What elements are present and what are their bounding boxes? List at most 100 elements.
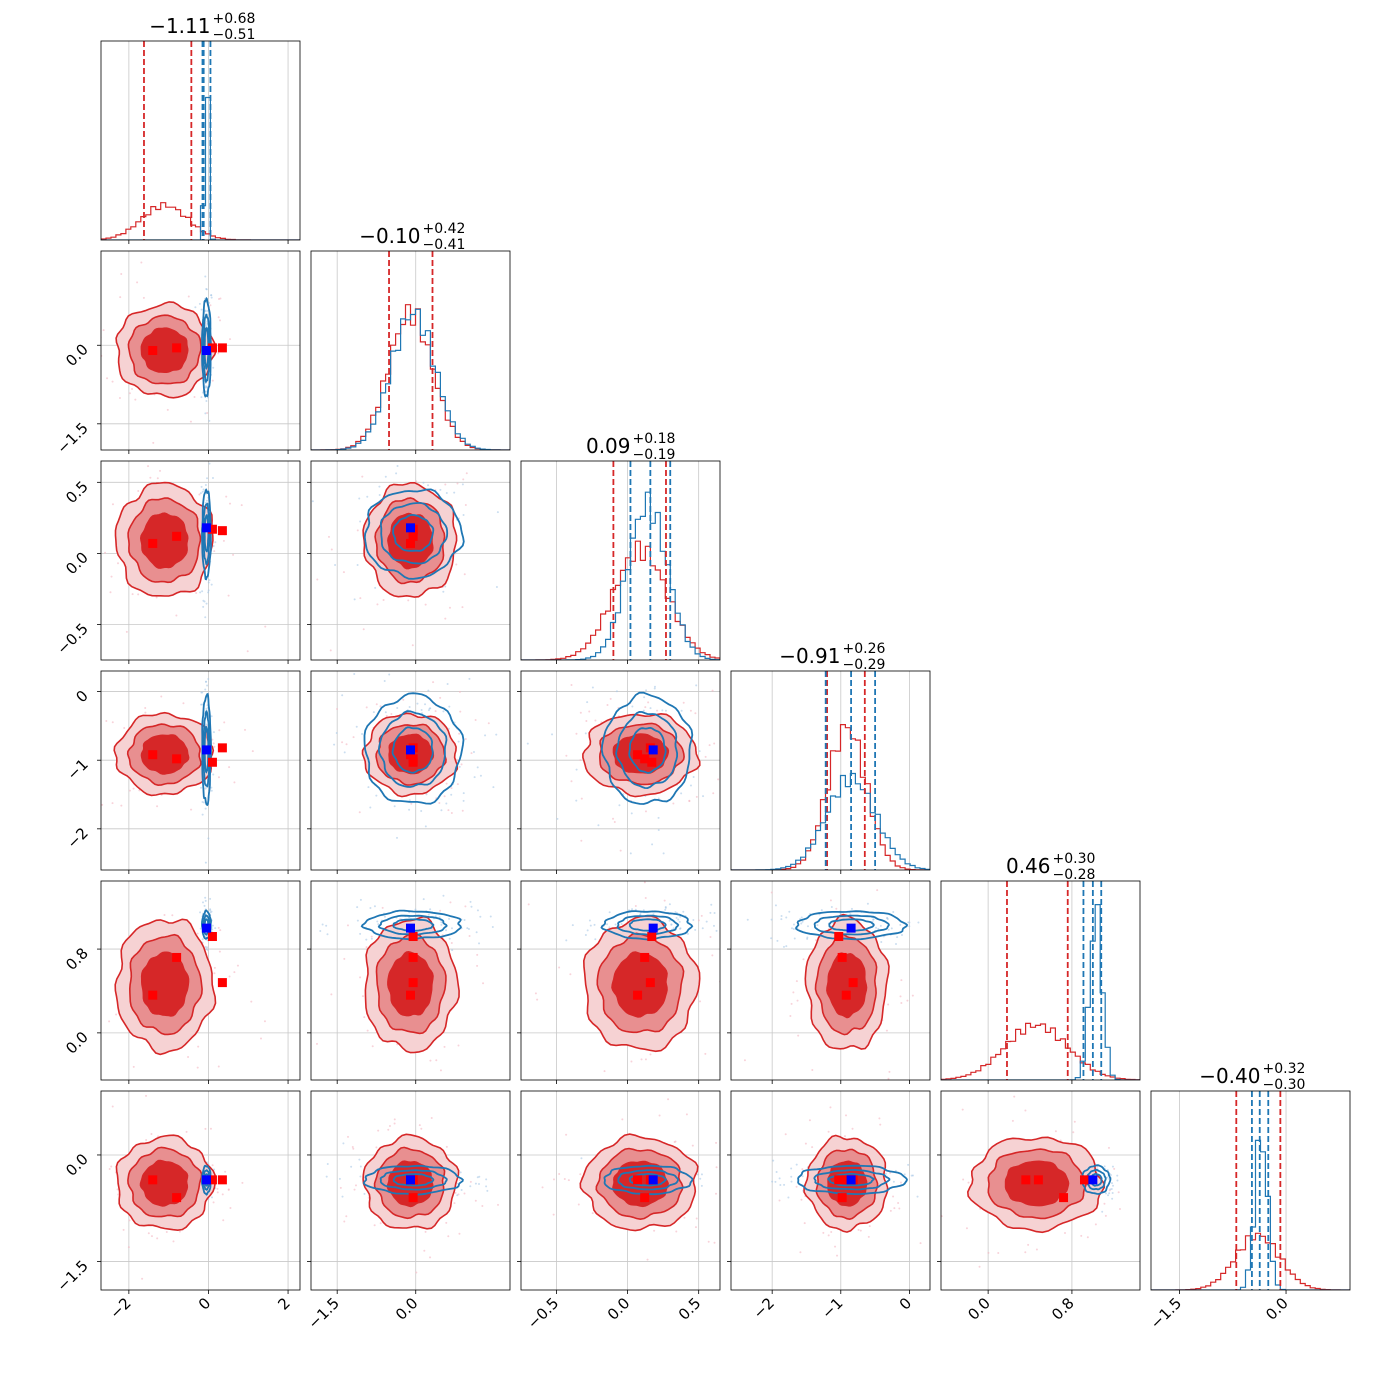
blue-sample-point (594, 938, 597, 941)
blue-sample-point (806, 925, 809, 928)
blue-sample-point (429, 908, 432, 911)
red-sample-point (463, 573, 466, 576)
blue-histogram (731, 772, 930, 870)
red-sample-point (465, 472, 468, 475)
blue-histogram (1151, 1139, 1350, 1290)
blue-sample-point (450, 927, 453, 930)
red-sample-point (460, 763, 463, 766)
panel-title-plus: +0.18 (633, 431, 676, 447)
blue-sample-point (726, 1171, 728, 1173)
red-sample-point (859, 1229, 862, 1232)
blue-sample-point (427, 913, 430, 916)
blue-sample-point (311, 500, 314, 503)
red-sample-point (429, 1059, 432, 1062)
red-sample-point (185, 1130, 188, 1133)
red-sample-point (458, 1232, 461, 1235)
blue-contour-outer (600, 691, 694, 805)
red-sample-point (120, 804, 123, 807)
blue-sample-point (645, 689, 648, 692)
red-truth-marker (217, 978, 227, 988)
blue-sample-point (478, 1175, 481, 1178)
red-truth-marker (148, 990, 158, 1000)
blue-sample-point (408, 808, 411, 811)
red-sample-point (672, 802, 675, 805)
blue-sample-point (204, 680, 207, 683)
red-sample-point (695, 1217, 698, 1220)
red-sample-point (99, 934, 101, 936)
blue-sample-point (199, 591, 202, 594)
red-sample-point (456, 758, 459, 761)
red-sample-point (708, 744, 711, 747)
blue-sample-point (712, 924, 715, 927)
red-sample-point (704, 1052, 707, 1055)
red-sample-point (140, 456, 142, 458)
blue-sample-point (204, 688, 207, 691)
blue-sample-point (780, 914, 783, 917)
red-sample-point (189, 420, 192, 423)
red-sample-point (390, 712, 393, 715)
red-sample-point (352, 1147, 355, 1150)
blue-sample-point (642, 709, 645, 712)
blue-sample-point (770, 937, 773, 940)
blue-truth-marker (201, 523, 211, 533)
panel-title-minus: −0.29 (843, 657, 886, 673)
red-sample-point (1165, 1203, 1167, 1205)
axes-frame (310, 1090, 511, 1291)
red-sample-point (126, 686, 128, 688)
y-tick-label: −2 (63, 824, 91, 852)
red-sample-point (552, 1213, 555, 1216)
blue-sample-point (416, 702, 419, 705)
red-sample-point (379, 1222, 382, 1225)
blue-sample-point (205, 390, 208, 393)
red-sample-point (351, 1145, 354, 1148)
blue-sample-point (1112, 1184, 1115, 1187)
scatter-panel-2-1 (307, 460, 511, 664)
scatter-panel-1-0: −1.5 0.0 (53, 250, 301, 457)
blue-sample-point (694, 928, 697, 931)
red-sample-point (455, 563, 458, 566)
blue-sample-point (204, 861, 207, 864)
blue-sample-point (408, 705, 411, 708)
red-sample-point (336, 707, 339, 710)
red-truth-marker (841, 1175, 851, 1185)
blue-sample-point (201, 691, 204, 694)
red-sample-point (1035, 1248, 1038, 1251)
blue-sample-point (201, 901, 204, 904)
blue-contour-inner (203, 514, 210, 553)
red-truth-marker (217, 526, 227, 536)
red-sample-point (204, 1127, 207, 1130)
red-sample-point (345, 743, 348, 746)
red-sample-point (835, 1105, 837, 1107)
panel-title: 0.46 (1006, 854, 1051, 878)
blue-sample-point (705, 920, 708, 923)
red-sample-point (682, 701, 685, 704)
red-sample-point (476, 953, 479, 956)
blue-sample-point (603, 667, 605, 669)
red-sample-point (118, 397, 121, 400)
red-sample-point (482, 982, 485, 985)
blue-sample-point (456, 1194, 459, 1197)
red-sample-point (228, 766, 231, 769)
blue-sample-point (200, 485, 203, 488)
red-truth-marker (207, 932, 217, 942)
blue-sample-point (448, 917, 451, 920)
axes-frame (310, 670, 511, 871)
red-sample-point (402, 698, 405, 701)
blue-sample-point (615, 690, 618, 693)
y-tick-label: 0.5 (62, 477, 92, 507)
red-sample-point (393, 852, 395, 854)
red-sample-point (579, 711, 582, 714)
red-sample-point (105, 720, 108, 723)
blue-sample-point (620, 923, 623, 926)
blue-sample-point (670, 923, 673, 926)
red-truth-marker (408, 978, 418, 988)
blue-sample-point (801, 1175, 804, 1178)
blue-sample-point (199, 492, 202, 495)
red-sample-point (67, 720, 69, 722)
blue-sample-point (820, 909, 823, 912)
scatter-panel-4-3 (727, 880, 931, 1107)
blue-sample-point (448, 705, 451, 708)
blue-sample-point (916, 1195, 919, 1198)
red-truth-marker (1059, 1193, 1069, 1203)
